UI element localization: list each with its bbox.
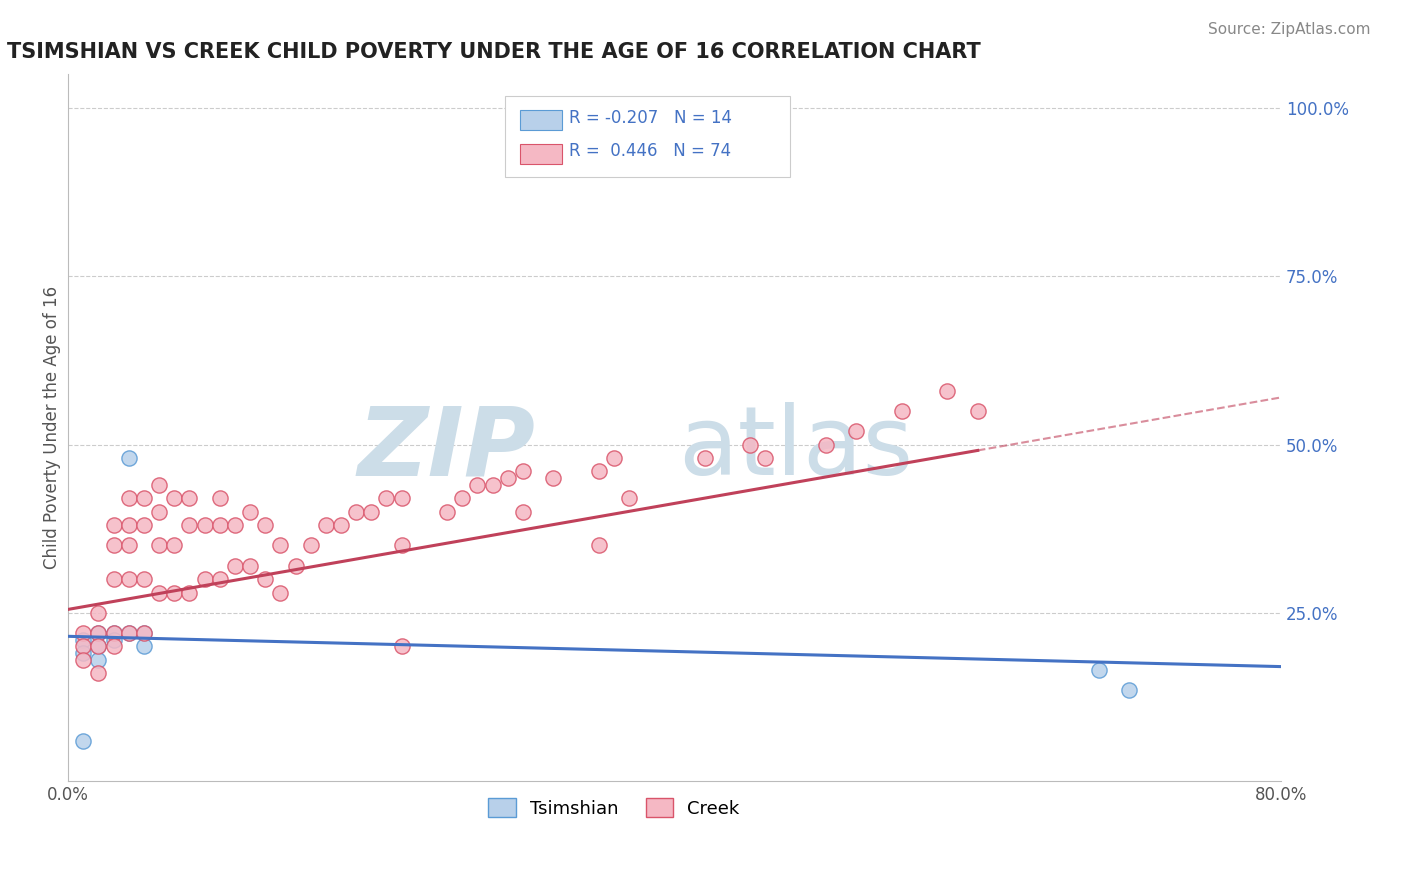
Point	[224, 518, 246, 533]
Point	[815, 437, 838, 451]
FancyBboxPatch shape	[520, 111, 562, 130]
FancyBboxPatch shape	[520, 145, 562, 164]
Point	[87, 640, 110, 654]
Point	[163, 539, 186, 553]
Point	[163, 585, 186, 599]
Point	[344, 505, 367, 519]
Point	[588, 465, 610, 479]
Point	[87, 626, 110, 640]
Point	[254, 518, 277, 533]
Point	[512, 465, 534, 479]
Point	[1088, 663, 1111, 677]
Point	[193, 572, 215, 586]
Point	[118, 626, 141, 640]
Point	[132, 640, 155, 654]
Point	[87, 666, 110, 681]
Text: atlas: atlas	[678, 402, 914, 495]
Point	[87, 653, 110, 667]
Point	[103, 518, 125, 533]
Point	[541, 471, 564, 485]
Point	[72, 646, 94, 660]
Point	[132, 518, 155, 533]
Point	[391, 539, 413, 553]
Point	[754, 450, 776, 465]
Point	[269, 585, 291, 599]
Y-axis label: Child Poverty Under the Age of 16: Child Poverty Under the Age of 16	[44, 286, 60, 569]
Point	[330, 518, 353, 533]
Point	[451, 491, 474, 506]
Point	[132, 572, 155, 586]
Point	[224, 558, 246, 573]
Point	[299, 539, 322, 553]
Point	[132, 491, 155, 506]
Point	[617, 491, 640, 506]
Point	[481, 478, 503, 492]
Point	[467, 478, 489, 492]
Point	[936, 384, 959, 398]
Point	[1118, 683, 1140, 698]
Point	[208, 518, 231, 533]
Point	[315, 518, 337, 533]
Point	[436, 505, 458, 519]
Point	[588, 539, 610, 553]
Point	[391, 491, 413, 506]
Point	[87, 640, 110, 654]
Point	[72, 632, 94, 647]
Point	[193, 518, 215, 533]
Text: Source: ZipAtlas.com: Source: ZipAtlas.com	[1208, 22, 1371, 37]
Point	[179, 518, 201, 533]
Point	[148, 478, 170, 492]
Point	[103, 539, 125, 553]
Point	[603, 450, 626, 465]
Point	[148, 539, 170, 553]
Point	[118, 518, 141, 533]
Point	[284, 558, 307, 573]
Point	[103, 626, 125, 640]
Point	[103, 626, 125, 640]
Point	[391, 640, 413, 654]
Point	[148, 585, 170, 599]
Point	[179, 491, 201, 506]
Text: TSIMSHIAN VS CREEK CHILD POVERTY UNDER THE AGE OF 16 CORRELATION CHART: TSIMSHIAN VS CREEK CHILD POVERTY UNDER T…	[7, 42, 981, 62]
Point	[87, 606, 110, 620]
Point	[239, 558, 262, 573]
Text: R = -0.207   N = 14: R = -0.207 N = 14	[569, 109, 733, 127]
Point	[966, 404, 988, 418]
Point	[512, 505, 534, 519]
Point	[118, 539, 141, 553]
Point	[103, 632, 125, 647]
Point	[163, 491, 186, 506]
Point	[179, 585, 201, 599]
Point	[254, 572, 277, 586]
Point	[890, 404, 912, 418]
Point	[72, 626, 94, 640]
Point	[118, 572, 141, 586]
Point	[740, 437, 762, 451]
Point	[72, 640, 94, 654]
Point	[208, 572, 231, 586]
Point	[845, 424, 868, 438]
Point	[208, 491, 231, 506]
Point	[239, 505, 262, 519]
Point	[496, 471, 519, 485]
Point	[375, 491, 398, 506]
Point	[87, 626, 110, 640]
Text: R =  0.446   N = 74: R = 0.446 N = 74	[569, 143, 731, 161]
Point	[132, 626, 155, 640]
Text: ZIP: ZIP	[357, 402, 536, 495]
Point	[148, 505, 170, 519]
Point	[118, 491, 141, 506]
Point	[693, 450, 716, 465]
Point	[360, 505, 382, 519]
Point	[118, 450, 141, 465]
FancyBboxPatch shape	[505, 95, 790, 177]
Point	[103, 640, 125, 654]
Point	[72, 653, 94, 667]
Point	[132, 626, 155, 640]
Point	[118, 626, 141, 640]
Point	[269, 539, 291, 553]
Point	[72, 733, 94, 747]
Point	[103, 572, 125, 586]
Legend: Tsimshian, Creek: Tsimshian, Creek	[481, 791, 747, 825]
